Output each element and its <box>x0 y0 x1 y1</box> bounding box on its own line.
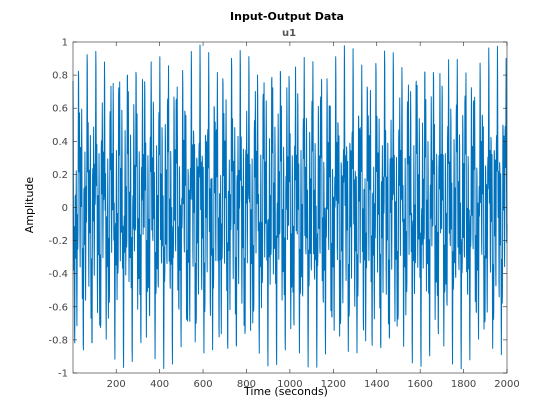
x-tick-label: 2000 <box>494 379 519 390</box>
x-tick-label: 800 <box>237 379 256 390</box>
chart-subtitle: u1 <box>282 28 296 39</box>
chart-title: Input-Output Data <box>230 10 344 23</box>
x-tick-label: 1800 <box>451 379 476 390</box>
y-tick-label: 0.2 <box>52 170 68 181</box>
plot-area: 200 400 600 800 1000 1200 1400 1600 1800 2000 -1-… <box>48 38 519 391</box>
y-tick-label: 0.8 <box>52 71 68 82</box>
x-tick-label: 200 <box>107 379 126 390</box>
y-tick-label: -0.2 <box>48 236 68 247</box>
y-tick-label: -1 <box>58 369 68 380</box>
y-tick-label: 0.4 <box>52 137 68 148</box>
y-tick-label: -0.4 <box>48 269 68 280</box>
x-tick-label: 1400 <box>364 379 389 390</box>
y-axis-label: Amplitude <box>23 177 36 234</box>
x-axis-ticks: 200 400 600 800 1000 1200 1400 1600 1800 2000 <box>107 42 520 390</box>
x-tick-label: 600 <box>194 379 213 390</box>
x-axis-label: Time (seconds) <box>243 385 328 398</box>
y-tick-label: -0.6 <box>48 302 68 313</box>
x-tick-label: 1000 <box>277 379 302 390</box>
y-tick-label: 0 <box>62 203 68 214</box>
y-tick-label: 0.6 <box>52 104 68 115</box>
x-tick-label: 400 <box>150 379 169 390</box>
series-line <box>72 44 508 370</box>
series-group <box>72 44 508 370</box>
x-tick-label: 1600 <box>407 379 432 390</box>
y-tick-label: 1 <box>62 38 68 49</box>
x-tick-label: 1200 <box>321 379 346 390</box>
y-tick-label: -0.8 <box>48 335 68 346</box>
y-axis-ticks: -1 -0.8 -0.6 -0.4 -0.2 0 0.2 0.4 0.6 0.8 1 <box>48 38 507 380</box>
